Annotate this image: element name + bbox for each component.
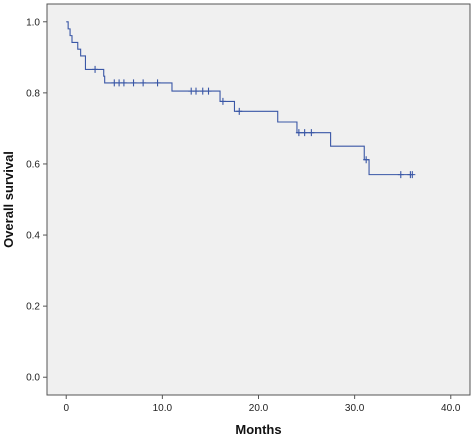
censor-marks: [92, 65, 416, 179]
censor-mark: [295, 129, 302, 137]
y-tick-label: 0.8: [26, 88, 40, 99]
x-tick-label: 30.0: [345, 403, 365, 414]
censor-mark: [219, 97, 226, 105]
y-tick-label: 1.0: [26, 17, 40, 28]
x-tick-label: 40.0: [441, 403, 461, 414]
y-axis: 0.0 0.2 0.4 0.6 0.8 1.0: [26, 17, 47, 384]
y-tick-label: 0.0: [26, 373, 40, 384]
y-tick-label: 0.2: [26, 302, 40, 313]
censor-mark: [301, 129, 308, 137]
x-tick-label: 0: [63, 403, 69, 414]
censor-mark: [120, 79, 127, 87]
censor-mark: [130, 79, 137, 87]
plot-area: [46, 3, 471, 396]
y-tick-label: 0.6: [26, 159, 40, 170]
x-axis: 0 10.0 20.0 30.0 40.0: [63, 395, 461, 414]
censor-mark: [236, 107, 243, 115]
censor-mark: [154, 79, 161, 87]
y-tick-label: 0.4: [26, 231, 40, 242]
censor-mark: [193, 87, 200, 95]
censor-mark: [363, 156, 370, 164]
x-tick-label: 20.0: [249, 403, 269, 414]
x-axis-title: Months: [235, 422, 281, 437]
censor-mark: [409, 171, 416, 179]
survival-curve: [66, 21, 413, 176]
censor-mark: [205, 87, 212, 95]
censor-mark: [92, 65, 99, 73]
y-axis-title: Overall survival: [1, 151, 16, 248]
censor-mark: [199, 87, 206, 95]
x-tick-label: 10.0: [153, 403, 173, 414]
censor-mark: [397, 171, 404, 179]
censor-mark: [308, 129, 315, 137]
censor-mark: [140, 79, 147, 87]
